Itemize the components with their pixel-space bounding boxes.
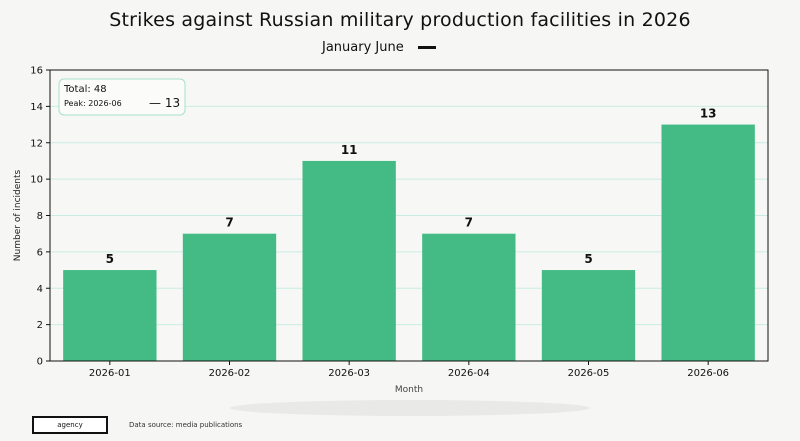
legend-box bbox=[58, 78, 186, 116]
data-source-note: Data source: media publications bbox=[129, 421, 243, 429]
chart-subtitle: January June bbox=[322, 40, 404, 55]
chart-title: Strikes against Russian military product… bbox=[109, 9, 691, 31]
bar bbox=[182, 233, 277, 361]
bar bbox=[661, 124, 755, 361]
data-label: 5 bbox=[584, 252, 592, 266]
x-tick-label: 2026-05 bbox=[568, 368, 610, 379]
data-label: 7 bbox=[225, 216, 233, 230]
x-tick-label: 2026-04 bbox=[448, 368, 490, 379]
axes-frame bbox=[49, 69, 769, 362]
x-axis-label: Month bbox=[395, 385, 423, 395]
y-tick-label: 10 bbox=[30, 175, 43, 186]
data-label: 11 bbox=[341, 143, 358, 157]
y-tick-label: 2 bbox=[37, 320, 43, 331]
x-tick-label: 2026-06 bbox=[687, 368, 729, 379]
agency-badge: agency bbox=[32, 416, 108, 434]
data-label: 5 bbox=[106, 252, 114, 266]
data-label: 13 bbox=[700, 107, 717, 121]
x-tick-label: 2026-02 bbox=[209, 368, 251, 379]
bar bbox=[541, 270, 636, 361]
legend-peak: Peak: 2026-06 bbox=[64, 99, 122, 108]
data-label: 7 bbox=[465, 216, 473, 230]
y-tick-label: 0 bbox=[37, 357, 43, 368]
y-tick-label: 14 bbox=[30, 102, 43, 113]
y-tick-label: 8 bbox=[37, 211, 43, 222]
y-axis-label: Number of incidents bbox=[13, 170, 23, 262]
y-tick-label: 16 bbox=[30, 66, 43, 77]
footer-shadow bbox=[230, 400, 590, 416]
bar bbox=[422, 233, 516, 361]
bar bbox=[63, 270, 157, 361]
legend-peak-value: — 13 bbox=[149, 96, 180, 110]
y-tick-label: 12 bbox=[30, 138, 43, 149]
legend-total: Total: 48 bbox=[63, 84, 107, 95]
x-tick-label: 2026-03 bbox=[328, 368, 370, 379]
bar bbox=[302, 160, 396, 361]
x-tick-label: 2026-01 bbox=[89, 368, 131, 379]
y-tick-label: 4 bbox=[37, 284, 43, 295]
subtitle-legend-line bbox=[418, 46, 436, 49]
y-tick-label: 6 bbox=[37, 247, 43, 258]
